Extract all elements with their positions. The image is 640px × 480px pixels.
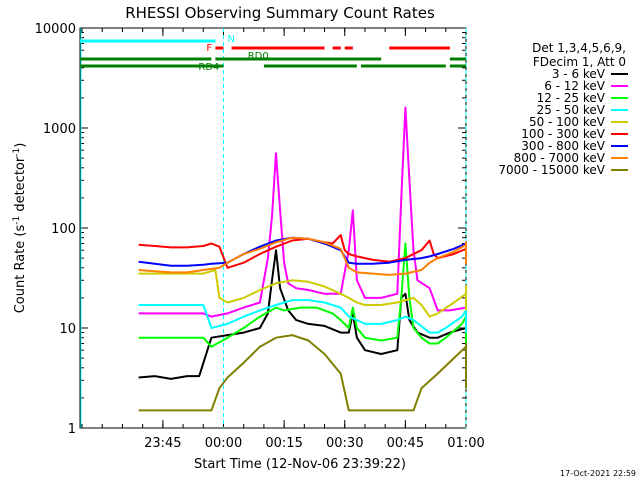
series-line (138, 242, 467, 348)
legend-entry: 12 - 25 keV (537, 91, 606, 105)
y-label-part-b: detector (13, 156, 28, 216)
y-label-part-a: Count Rate (s (13, 225, 28, 314)
legend-header-line: Det 1,3,4,5,6,9, (532, 41, 626, 55)
y-tick-label: 100 (51, 222, 76, 237)
series-line (138, 234, 467, 269)
x-tick-label: 00:30 (326, 436, 363, 451)
y-label-part-c: ) (13, 143, 28, 148)
state-label: RD4 (198, 62, 219, 73)
legend-entry: 3 - 6 keV (552, 67, 606, 81)
x-axis-label: Start Time (12-Nov-06 23:39:22) (194, 457, 406, 472)
timestamp: 17-Oct-2021 22:59 (560, 469, 636, 478)
plot-frame (79, 27, 467, 429)
y-axis: 1 10 100 1000 10000 (35, 22, 466, 437)
y-label-sup-b: -1 (12, 148, 22, 157)
series-layer (138, 106, 467, 412)
state-label: F (206, 43, 212, 54)
y-tick-label: 10 (59, 322, 76, 337)
legend: Det 1,3,4,5,6,9, FDecim 1, Att 0 3 - 6 k… (498, 41, 628, 177)
series-line (138, 236, 467, 276)
legend-entry: 6 - 12 keV (544, 79, 606, 93)
x-tick-label: 00:15 (265, 436, 302, 451)
legend-entry: 300 - 800 keV (521, 139, 605, 153)
legend-header-line: FDecim 1, Att 0 (533, 55, 626, 69)
series-line (138, 106, 467, 321)
state-label: RD0 (248, 51, 269, 62)
state-label: N (227, 34, 234, 45)
y-tick-label: 1 (68, 422, 76, 437)
series-line (138, 299, 467, 334)
legend-entry: 800 - 7000 keV (514, 151, 606, 165)
x-tick-label: 01:00 (447, 436, 484, 451)
x-axis: 23:45 00:00 00:15 00:30 00:45 01:00 (81, 28, 485, 451)
legend-entry: 50 - 100 keV (529, 115, 606, 129)
legend-entry: 100 - 300 keV (521, 127, 605, 141)
series-line (138, 249, 467, 381)
y-tick-label: 1000 (43, 122, 76, 137)
chart-title: RHESSI Observing Summary Count Rates (125, 4, 435, 22)
x-tick-label: 00:45 (387, 436, 424, 451)
state-bars: N F RD0 RD4 (80, 34, 466, 73)
x-tick-label: 00:00 (205, 436, 242, 451)
legend-entry: 7000 - 15000 keV (498, 163, 605, 177)
event-lines (80, 28, 467, 428)
x-tick-label: 23:45 (144, 436, 181, 451)
series-line (138, 334, 467, 412)
y-axis-label: Count Rate (s-1 detector-1) (12, 143, 28, 314)
legend-entry: 25 - 50 keV (537, 103, 606, 117)
y-tick-label: 10000 (35, 22, 76, 37)
series-line (138, 269, 467, 318)
y-label-sup-a: -1 (12, 216, 22, 225)
